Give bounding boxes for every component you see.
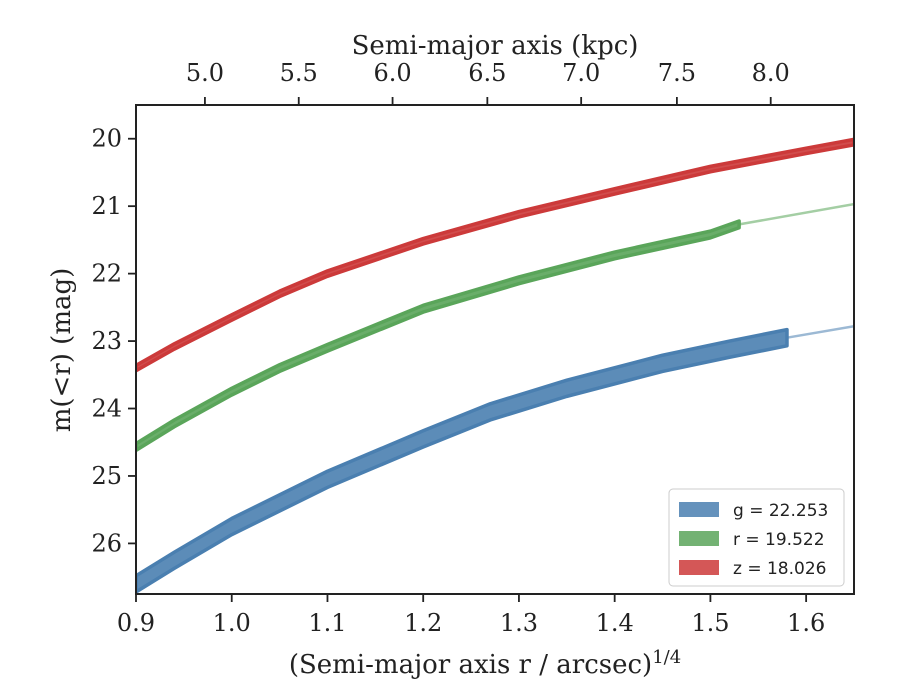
x-tick-label: 1.5 (691, 609, 729, 637)
series-z-band (136, 137, 854, 373)
legend-swatch-r (679, 531, 719, 546)
top-x-tick-label: 6.5 (468, 59, 506, 87)
top-x-ticks: 5.0 5.5 6.0 6.5 7.0 7.5 8.0 (186, 59, 790, 105)
legend-label-z: z = 18.026 (733, 559, 826, 579)
legend-swatch-z (679, 560, 719, 575)
x-tick-label: 1.1 (308, 609, 346, 637)
legend-label-g: g = 22.253 (733, 501, 828, 521)
x-axis-title-main: (Semi-major axis r / arcsec) (289, 650, 652, 680)
y-tick-label: 24 (91, 395, 122, 423)
y-axis-title: m(<r) (mag) (47, 268, 77, 433)
x-tick-label: 1.3 (500, 609, 538, 637)
x-tick-label: 1.4 (596, 609, 634, 637)
y-tick-label: 20 (91, 125, 122, 153)
y-tick-label: 23 (91, 327, 122, 355)
top-x-tick-label: 6.0 (373, 59, 411, 87)
x-tick-label: 0.9 (117, 609, 155, 637)
series-r-band (136, 219, 741, 453)
top-x-tick-label: 5.0 (186, 59, 224, 87)
plot-frame (135, 104, 855, 595)
chart-marks (136, 137, 854, 594)
y-tick-label: 26 (91, 529, 122, 557)
top-x-tick-label: 7.5 (658, 59, 696, 87)
y-tick-label: 25 (91, 462, 122, 490)
x-tick-label: 1.6 (787, 609, 825, 637)
top-x-tick-label: 5.5 (280, 59, 318, 87)
x-axis-title-superscript: 1/4 (652, 647, 681, 668)
legend-label-r: r = 19.522 (733, 530, 825, 550)
legend: g = 22.253 r = 19.522 z = 18.026 (668, 488, 845, 587)
series-g-band (136, 327, 789, 594)
x-tick-label: 1.0 (213, 609, 251, 637)
y-ticks: 20 21 22 23 24 25 26 (91, 125, 136, 557)
x-tick-label: 1.2 (404, 609, 442, 637)
bottom-x-ticks: 0.9 1.0 1.1 1.2 1.3 1.4 1.5 1.6 (117, 594, 825, 637)
x-axis-title: (Semi-major axis r / arcsec)1/4 (289, 647, 681, 680)
y-tick-label: 22 (91, 260, 122, 288)
legend-swatch-g (679, 502, 719, 517)
top-x-tick-label: 7.0 (562, 59, 600, 87)
y-tick-label: 21 (91, 192, 122, 220)
series-g-extension (786, 324, 854, 339)
top-x-tick-label: 8.0 (752, 59, 790, 87)
top-x-axis-title: Semi-major axis (kpc) (352, 31, 639, 61)
series-r-extension (738, 202, 854, 226)
